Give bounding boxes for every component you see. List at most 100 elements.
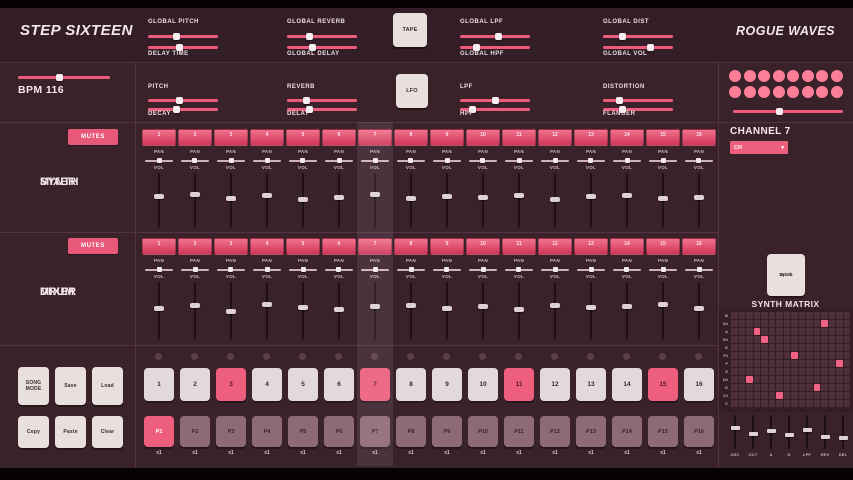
fader-thumb[interactable] — [514, 307, 524, 312]
matrix-cell[interactable] — [821, 336, 828, 343]
matrix-cell[interactable] — [776, 312, 783, 319]
channel-slider-lpf[interactable] — [460, 96, 530, 105]
paste-button[interactable]: Paste — [55, 416, 86, 448]
step-button-4[interactable]: 4 — [252, 368, 282, 401]
matrix-cell[interactable] — [783, 312, 790, 319]
matrix-cell[interactable] — [791, 392, 798, 399]
slider-thumb[interactable] — [408, 158, 413, 163]
fader-thumb[interactable] — [190, 303, 200, 308]
matrix-cell[interactable] — [843, 368, 850, 375]
matrix-cell[interactable] — [798, 352, 805, 359]
slider-thumb[interactable] — [802, 428, 812, 432]
pattern-button-P4[interactable]: P4 — [252, 416, 282, 447]
fader-thumb[interactable] — [694, 195, 704, 200]
slider-thumb[interactable] — [766, 429, 776, 433]
matrix-cell[interactable] — [761, 360, 768, 367]
fader-thumb[interactable] — [622, 193, 632, 198]
drum-pan-slider-15[interactable] — [649, 267, 677, 272]
slider-thumb[interactable] — [820, 435, 830, 439]
drum-vol-fader-6[interactable] — [321, 282, 357, 340]
matrix-cell[interactable] — [731, 336, 738, 343]
slider-thumb[interactable] — [661, 267, 666, 272]
synth-mute-button-4[interactable]: 4 — [250, 129, 284, 146]
matrix-cell[interactable] — [738, 344, 745, 351]
matrix-cell[interactable] — [806, 344, 813, 351]
matrix-slider-a[interactable] — [766, 415, 776, 449]
step-button-12[interactable]: 12 — [540, 368, 570, 401]
matrix-cell[interactable] — [783, 320, 790, 327]
synth-mute-button-11[interactable]: 11 — [502, 129, 536, 146]
matrix-cell[interactable] — [761, 384, 768, 391]
matrix-cell[interactable] — [753, 312, 760, 319]
matrix-cell[interactable] — [776, 392, 783, 399]
fader-thumb[interactable] — [226, 196, 236, 201]
drum-mute-button-11[interactable]: 11 — [502, 238, 536, 255]
matrix-cell[interactable] — [821, 328, 828, 335]
song-mode-button[interactable]: SONG MODE — [18, 367, 49, 405]
save-button[interactable]: Save — [55, 367, 86, 405]
matrix-cell[interactable] — [761, 336, 768, 343]
matrix-cell[interactable] — [836, 392, 843, 399]
drum-vol-fader-16[interactable] — [681, 282, 717, 340]
synth-vol-fader-13[interactable] — [573, 173, 609, 228]
synth-vol-fader-1[interactable] — [141, 173, 177, 228]
channel-led[interactable] — [830, 70, 843, 82]
matrix-slider-del[interactable] — [838, 415, 848, 449]
pattern-button-P2[interactable]: P2 — [180, 416, 210, 447]
matrix-cell[interactable] — [806, 312, 813, 319]
fader-thumb[interactable] — [190, 192, 200, 197]
channel-led[interactable] — [743, 70, 756, 82]
synth-vol-fader-8[interactable] — [393, 173, 429, 228]
matrix-cell[interactable] — [836, 360, 843, 367]
global-slider-global-dist[interactable] — [603, 32, 673, 41]
matrix-cell[interactable] — [731, 368, 738, 375]
matrix-cell[interactable] — [731, 392, 738, 399]
matrix-cell[interactable] — [813, 392, 820, 399]
matrix-cell[interactable] — [806, 320, 813, 327]
matrix-cell[interactable] — [783, 336, 790, 343]
matrix-cell[interactable] — [761, 352, 768, 359]
matrix-cell[interactable] — [821, 320, 828, 327]
synth-pan-slider-2[interactable] — [181, 158, 209, 163]
drum-vol-fader-1[interactable] — [141, 282, 177, 340]
slider-thumb[interactable] — [661, 158, 666, 163]
fader-thumb[interactable] — [262, 193, 272, 198]
drum-vol-fader-10[interactable] — [465, 282, 501, 340]
matrix-cell[interactable] — [798, 320, 805, 327]
matrix-cell[interactable] — [798, 312, 805, 319]
pattern-button-P13[interactable]: P13 — [576, 416, 606, 447]
matrix-cell[interactable] — [806, 368, 813, 375]
synth-pan-slider-3[interactable] — [217, 158, 245, 163]
slider-thumb[interactable] — [730, 426, 740, 430]
matrix-cell[interactable] — [768, 312, 775, 319]
pattern-button-P11[interactable]: P11 — [504, 416, 534, 447]
step-button-8[interactable]: 8 — [396, 368, 426, 401]
drum-pan-slider-5[interactable] — [289, 267, 317, 272]
slider-thumb[interactable] — [337, 158, 342, 163]
step-button-14[interactable]: 14 — [612, 368, 642, 401]
step-button-6[interactable]: 6 — [324, 368, 354, 401]
drum-vol-fader-13[interactable] — [573, 282, 609, 340]
drum-mute-button-12[interactable]: 12 — [538, 238, 572, 255]
slider-thumb[interactable] — [373, 267, 378, 272]
slider-thumb[interactable] — [301, 267, 306, 272]
matrix-cell[interactable] — [813, 376, 820, 383]
matrix-cell[interactable] — [738, 360, 745, 367]
slider-thumb[interactable] — [229, 158, 234, 163]
step-button-9[interactable]: 9 — [432, 368, 462, 401]
matrix-cell[interactable] — [761, 376, 768, 383]
slider-thumb[interactable] — [265, 158, 270, 163]
synth-pan-slider-13[interactable] — [577, 158, 605, 163]
matrix-cell[interactable] — [798, 376, 805, 383]
slider-thumb[interactable] — [838, 436, 848, 440]
matrix-cell[interactable] — [746, 360, 753, 367]
matrix-cell[interactable] — [753, 376, 760, 383]
synth-vol-fader-2[interactable] — [177, 173, 213, 228]
fader-thumb[interactable] — [586, 305, 596, 310]
pattern-button-P1[interactable]: P1 — [144, 416, 174, 447]
matrix-cell[interactable] — [768, 368, 775, 375]
fader-thumb[interactable] — [550, 197, 560, 202]
fader-thumb[interactable] — [262, 302, 272, 307]
matrix-cell[interactable] — [768, 328, 775, 335]
drum-pan-slider-12[interactable] — [541, 267, 569, 272]
